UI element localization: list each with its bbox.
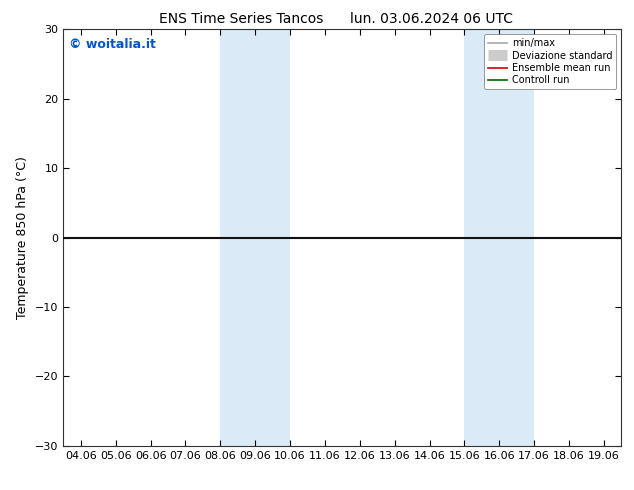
Text: lun. 03.06.2024 06 UTC: lun. 03.06.2024 06 UTC bbox=[349, 12, 513, 26]
Bar bbox=[464, 29, 534, 446]
Legend: min/max, Deviazione standard, Ensemble mean run, Controll run: min/max, Deviazione standard, Ensemble m… bbox=[484, 34, 616, 89]
Bar bbox=[221, 29, 290, 446]
Text: ENS Time Series Tancos: ENS Time Series Tancos bbox=[158, 12, 323, 26]
Text: © woitalia.it: © woitalia.it bbox=[69, 38, 156, 51]
Y-axis label: Temperature 850 hPa (°C): Temperature 850 hPa (°C) bbox=[16, 156, 30, 319]
